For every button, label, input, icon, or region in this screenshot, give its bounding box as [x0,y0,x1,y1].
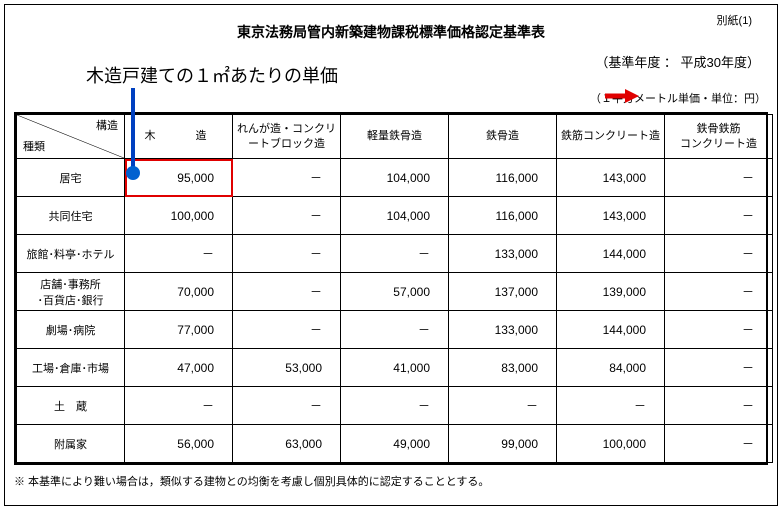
document-title: 東京法務局管内新築建物課税標準価格認定基準表 [237,22,545,42]
annotation-text: 木造戸建ての１㎡あたりの単価 [86,62,338,88]
header-diag-top: 構造 [96,119,118,133]
table-cell: － [125,387,233,425]
table-cell: 63,000 [233,425,341,463]
row-label: 旅館･料亭･ホテル [17,235,125,273]
table-row: 店舗･事務所･百貨店･銀行70,000－57,000137,000139,000… [17,273,773,311]
table-cell: 143,000 [557,159,665,197]
table-cell: 57,000 [341,273,449,311]
table-cell: 137,000 [449,273,557,311]
table-row: 土 蔵－－－－－－ [17,387,773,425]
row-label: 居宅 [17,159,125,197]
table-cell: 116,000 [449,159,557,197]
header-diag-cell: 構造 種類 [17,115,125,159]
table-cell: 144,000 [557,311,665,349]
table-cell: 133,000 [449,311,557,349]
price-table-container: 構造 種類 木 造れんが造・コンクリートブロック造軽量鉄骨造鉄骨造鉄筋コンクリー… [14,112,768,465]
table-cell: 49,000 [341,425,449,463]
table-body: 居宅95,000－104,000116,000143,000－共同住宅100,0… [17,159,773,463]
table-cell: 83,000 [449,349,557,387]
column-header: 木 造 [125,115,233,159]
table-cell: － [341,387,449,425]
annotation-pointer-dot [126,166,140,180]
table-cell: 41,000 [341,349,449,387]
table-cell: 100,000 [557,425,665,463]
table-row: 劇場･病院77,000－－133,000144,000－ [17,311,773,349]
table-cell: 139,000 [557,273,665,311]
table-cell: 56,000 [125,425,233,463]
table-cell: 116,000 [449,197,557,235]
table-cell: － [233,311,341,349]
column-header: 鉄筋コンクリート造 [557,115,665,159]
table-cell: 143,000 [557,197,665,235]
table-cell: 104,000 [341,159,449,197]
table-cell: 100,000 [125,197,233,235]
year-label: （基準年度 ： 平成30年度） [595,52,760,71]
table-cell: － [665,235,773,273]
table-row: 共同住宅100,000－104,000116,000143,000－ [17,197,773,235]
row-label: 劇場･病院 [17,311,125,349]
table-cell: － [233,159,341,197]
row-label: 土 蔵 [17,387,125,425]
red-arrow-icon [605,89,639,106]
table-cell: － [233,235,341,273]
column-header: れんが造・コンクリートブロック造 [233,115,341,159]
column-header: 鉄骨鉄筋コンクリート造 [665,115,773,159]
row-label: 工場･倉庫･市場 [17,349,125,387]
table-cell: － [665,425,773,463]
table-cell: － [665,349,773,387]
column-header: 軽量鉄骨造 [341,115,449,159]
row-label: 附属家 [17,425,125,463]
footnote: ※ 本基準により難い場合は，類似する建物との均衡を考慮し個別具体的に認定すること… [14,473,489,489]
table-cell: 144,000 [557,235,665,273]
column-header: 鉄骨造 [449,115,557,159]
table-cell: 53,000 [233,349,341,387]
table-cell: 104,000 [341,197,449,235]
table-cell: － [557,387,665,425]
table-cell: － [341,235,449,273]
table-cell: － [449,387,557,425]
table-cell: － [665,311,773,349]
header-diag-bottom: 種類 [23,140,45,154]
table-cell: － [233,387,341,425]
table-cell: 77,000 [125,311,233,349]
table-cell: － [233,273,341,311]
table-cell: 95,000 [125,159,233,197]
table-cell: 70,000 [125,273,233,311]
table-cell: － [125,235,233,273]
table-cell: － [233,197,341,235]
table-cell: － [665,159,773,197]
table-cell: 47,000 [125,349,233,387]
row-label: 店舗･事務所･百貨店･銀行 [17,273,125,311]
table-cell: － [665,387,773,425]
table-row: 旅館･料亭･ホテル－－－133,000144,000－ [17,235,773,273]
page-label: 別紙(1) [717,12,752,28]
row-label: 共同住宅 [17,197,125,235]
table-cell: － [341,311,449,349]
table-row: 工場･倉庫･市場47,00053,00041,00083,00084,000－ [17,349,773,387]
table-cell: － [665,197,773,235]
annotation-pointer-line [131,88,135,170]
table-header-row: 構造 種類 木 造れんが造・コンクリートブロック造軽量鉄骨造鉄骨造鉄筋コンクリー… [17,115,773,159]
table-cell: 133,000 [449,235,557,273]
table-cell: － [665,273,773,311]
table-cell: 99,000 [449,425,557,463]
table-row: 附属家56,00063,00049,00099,000100,000－ [17,425,773,463]
table-cell: 84,000 [557,349,665,387]
